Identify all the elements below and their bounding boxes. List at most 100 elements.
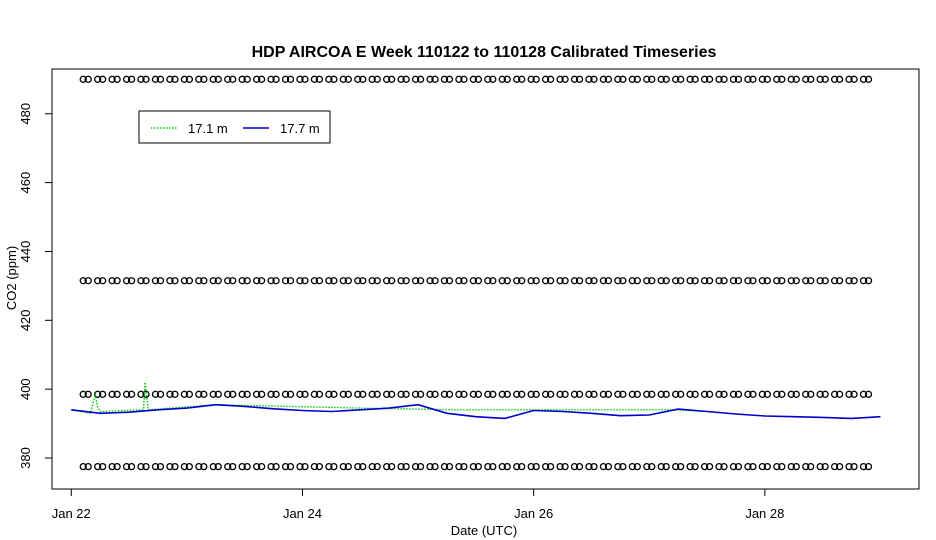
calibration-marker (556, 75, 564, 83)
chart-title: HDP AIRCOA E Week 110122 to 110128 Calib… (252, 44, 717, 61)
calibration-marker (792, 462, 800, 471)
calibration-marker (137, 75, 145, 83)
calibration-marker (700, 390, 709, 398)
calibration-marker (315, 75, 324, 83)
calibration-marker (359, 390, 367, 398)
calibration-marker (787, 75, 795, 83)
calibration-marker (691, 462, 699, 471)
calibration-marker (440, 75, 449, 83)
calibration-marker (460, 277, 468, 285)
calibration-marker (585, 462, 593, 471)
calibration-marker (527, 462, 535, 471)
calibration-marker (156, 277, 165, 285)
calibration-marker (720, 390, 728, 398)
calibration-marker (325, 462, 333, 471)
calibration-marker (633, 390, 641, 398)
calibration-marker (541, 390, 550, 398)
calibration-marker (672, 462, 680, 471)
calibration-marker (691, 277, 699, 285)
calibration-marker (325, 75, 333, 83)
calibration-marker (151, 390, 160, 398)
calibration-marker (546, 277, 555, 285)
calibration-marker (94, 390, 102, 398)
calibration-marker (643, 277, 651, 285)
calibration-marker (209, 390, 217, 398)
y-tick-label: 420 (18, 309, 33, 331)
x-tick-label: Jan 24 (283, 506, 322, 521)
calibration-marker (301, 462, 309, 471)
calibration-marker (489, 462, 497, 471)
calibration-marker (388, 390, 396, 398)
calibration-marker (662, 75, 670, 83)
calibration-marker (156, 462, 165, 471)
calibration-marker (845, 390, 853, 398)
calibration-marker (354, 75, 362, 83)
calibration-marker (469, 462, 478, 471)
calibration-marker (99, 75, 107, 83)
calibration-marker (662, 390, 670, 398)
calibration-marker (339, 462, 347, 471)
calibration-marker (373, 75, 381, 83)
calibration-marker (628, 390, 636, 398)
calibration-marker (763, 390, 772, 398)
calibration-marker (715, 75, 723, 83)
calibration-marker (388, 462, 396, 471)
calibration-marker (599, 390, 608, 398)
y-tick-label: 460 (18, 172, 33, 194)
calibration-marker (835, 277, 844, 285)
calibration-marker (180, 75, 189, 83)
calibration-marker (301, 277, 309, 285)
y-tick-label: 400 (18, 378, 33, 400)
calibration-marker (431, 277, 439, 285)
calibration-marker (604, 277, 613, 285)
calibration-marker (142, 277, 150, 285)
x-tick-label: Jan 22 (52, 506, 91, 521)
calibration-marker (787, 462, 795, 471)
calibration-marker (272, 390, 280, 398)
calibration-marker (570, 462, 579, 471)
calibration-marker (368, 75, 376, 83)
calibration-marker (185, 75, 194, 83)
calibration-marker (561, 75, 569, 83)
x-tick-label: Jan 26 (514, 506, 553, 521)
calibration-marker (859, 75, 868, 83)
calibration-marker (749, 390, 757, 398)
calibration-marker (310, 390, 319, 398)
calibration-marker (541, 462, 550, 471)
calibration-marker (108, 75, 116, 83)
y-tick-label: 380 (18, 447, 33, 469)
calibration-marker (354, 390, 362, 398)
y-axis: 380 400 420 440 460 480 (18, 103, 53, 469)
calibration-marker (518, 75, 526, 83)
calibration-marker (619, 277, 627, 285)
calibration-marker (315, 462, 324, 471)
calibration-marker (744, 462, 752, 471)
calibration-marker (445, 277, 454, 285)
calibration-marker (200, 390, 208, 398)
calibration-marker (715, 390, 723, 398)
calibration-marker (619, 390, 627, 398)
calibration-marker (633, 462, 641, 471)
calibration-marker (156, 390, 165, 398)
calibration-marker (296, 390, 304, 398)
calibration-marker (383, 390, 391, 398)
calibration-marker (763, 277, 772, 285)
calibration-marker (662, 462, 670, 471)
calibration-marker (127, 75, 136, 83)
calibration-marker (397, 277, 405, 285)
calibration-marker (113, 462, 121, 471)
calibration-marker (281, 75, 290, 83)
calibration-marker (402, 390, 410, 398)
calibration-marker (474, 390, 483, 398)
legend-box (138, 110, 331, 144)
calibration-marker (455, 462, 463, 471)
calibration-marker (599, 462, 608, 471)
calibration-marker (373, 390, 381, 398)
calibration-marker (744, 75, 752, 83)
calibration-marker (84, 75, 92, 83)
calibration-marker (575, 75, 584, 83)
calibration-marker (373, 462, 381, 471)
calibration-marker (474, 75, 483, 83)
calibration-marker (243, 390, 251, 398)
